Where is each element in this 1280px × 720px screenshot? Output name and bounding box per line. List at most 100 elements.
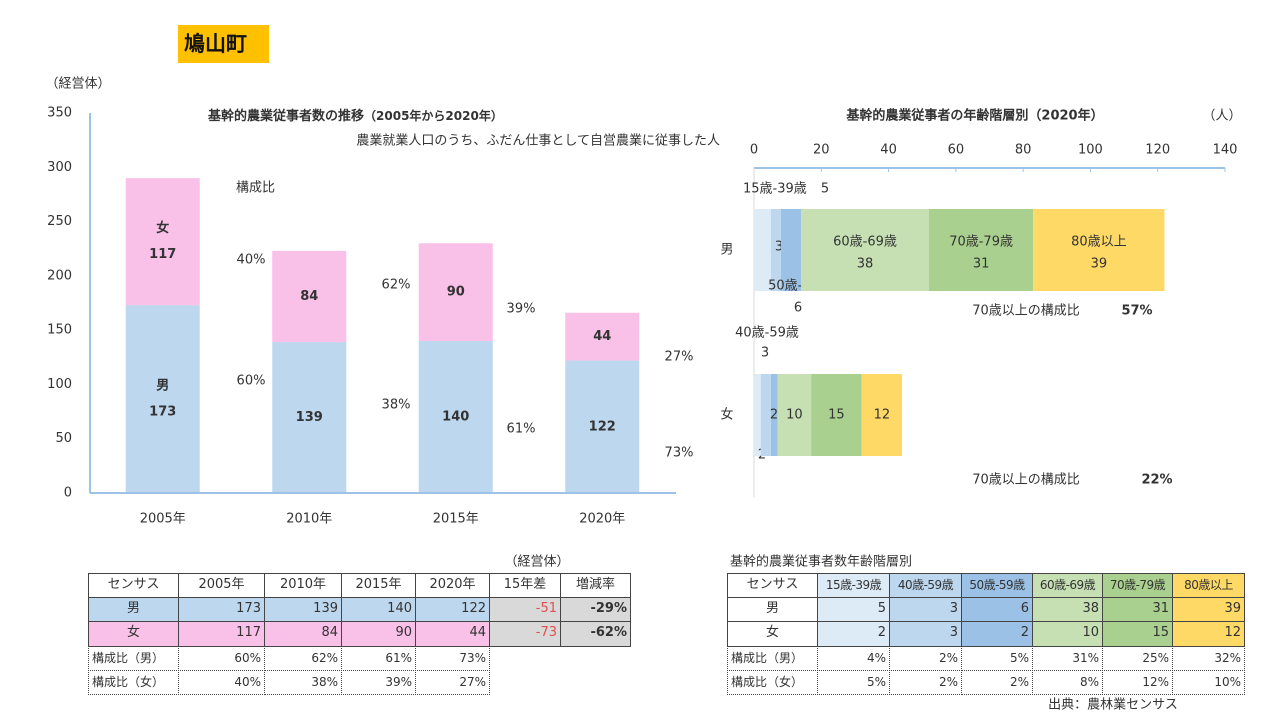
y-tick-label: 女: [720, 407, 733, 423]
value-label: 139: [296, 410, 323, 425]
table-cell: 増減率: [560, 573, 631, 598]
table-cell: -62%: [560, 621, 631, 647]
segment-name: 15歳-39歳: [743, 182, 807, 197]
table-cell: 構成比（女）: [88, 670, 179, 695]
table-cell: 39%: [341, 670, 416, 695]
table-unit: （経営体）: [504, 555, 569, 570]
y-tick-label: 350: [47, 106, 72, 121]
table-cell: -73: [489, 621, 561, 647]
bar-segment: [770, 209, 781, 291]
table-cell: 40歳-59歳: [889, 573, 962, 598]
table-cell: 31%: [1032, 646, 1103, 671]
segment-name: 40歳-59歳: [735, 326, 799, 341]
y-tick-label: 0: [64, 486, 72, 501]
share-label: 38%: [382, 398, 411, 413]
source: 出典：農林業センサス: [1048, 697, 1178, 713]
value-label: 122: [589, 419, 616, 434]
table-cell: 3: [889, 597, 962, 622]
table-cell: 12: [1172, 621, 1245, 647]
y-tick-label: 100: [47, 377, 72, 392]
bar-segment: [272, 342, 347, 493]
x-axis-label: （人）: [1202, 109, 1241, 124]
bar-segment: [777, 374, 812, 456]
bar-segment: [272, 250, 347, 343]
y-tick-label: 男: [720, 243, 733, 258]
share-label: 39%: [507, 302, 536, 317]
value-label: 2: [770, 408, 778, 423]
table-cell: 60%: [178, 646, 265, 671]
table-cell: 2015年: [341, 573, 416, 598]
share-title: 構成比: [236, 181, 275, 196]
y-axis-label: （経営体）: [45, 77, 110, 92]
bar-segment: [928, 209, 1034, 291]
share-label: 62%: [382, 278, 411, 293]
legend-label: 男: [156, 379, 169, 394]
table-cell: 61%: [341, 646, 416, 671]
chart-title: 基幹的農業従事者の年齢階層別（2020年）: [845, 108, 1103, 124]
table-cell: 139: [264, 597, 342, 622]
table-cell: 44: [415, 621, 490, 647]
x-tick-label: 80: [1015, 143, 1032, 158]
value-label: 84: [300, 289, 318, 304]
value-label: 173: [149, 405, 176, 420]
table-cell: センサス: [727, 573, 818, 598]
x-tick-label: 40: [880, 143, 897, 158]
chart-title: 基幹的農業従事者数の推移（2005年から2020年）: [207, 108, 503, 124]
annotation: 70歳以上の構成比: [972, 473, 1080, 488]
table-cell: 構成比（男）: [88, 646, 179, 671]
table-cell: 70歳-79歳: [1102, 573, 1173, 598]
chart-title-note: （2005年から2020年）: [364, 108, 503, 123]
y-tick-label: 150: [47, 323, 72, 338]
bar-segment: [754, 374, 761, 456]
bar-segment: [418, 243, 493, 341]
value-label: 6: [794, 301, 802, 316]
annotation-value: 22%: [1141, 473, 1172, 488]
share-label: 40%: [237, 253, 266, 268]
table-cell: 2: [961, 621, 1033, 647]
value-label: 39: [1091, 257, 1108, 272]
segment-name: 80歳以上: [1071, 235, 1127, 250]
value-label: 38: [857, 257, 874, 272]
table-cell: 女: [88, 621, 179, 647]
table-cell: 2020年: [415, 573, 490, 598]
value-label: 15: [828, 408, 845, 423]
table-cell: 27%: [415, 670, 490, 695]
bar-segment: [1033, 209, 1165, 291]
bar-segment: [418, 341, 493, 493]
value-label: 90: [447, 285, 465, 300]
x-tick-label: 2015年: [433, 512, 479, 527]
y-tick-label: 300: [47, 160, 72, 175]
table-cell: 140: [341, 597, 416, 622]
value-label: 117: [149, 247, 176, 262]
value-label: 44: [593, 329, 611, 344]
table-cell: 6: [961, 597, 1033, 622]
bar-segment: [770, 374, 778, 456]
x-tick-label: 140: [1213, 143, 1238, 158]
table-cell: 60歳-69歳: [1032, 573, 1103, 598]
table-cell: 80歳以上: [1172, 573, 1245, 598]
table-cell: -29%: [560, 597, 631, 622]
table-cell: 男: [727, 597, 818, 622]
table-cell: 3: [889, 621, 962, 647]
segment-name: 70歳-79歳: [949, 235, 1013, 250]
table-cell: 8%: [1032, 670, 1103, 695]
table-title: 基幹的農業従事者数年齢階層別: [730, 554, 912, 570]
x-tick-label: 20: [813, 143, 830, 158]
table-cell: 2005年: [178, 573, 265, 598]
x-tick-label: 120: [1145, 143, 1170, 158]
table-cell: 女: [727, 621, 818, 647]
table-cell: 38%: [264, 670, 342, 695]
bar-segment: [754, 209, 771, 291]
bar-segment: [565, 360, 640, 493]
table-cell: 25%: [1102, 646, 1173, 671]
value-label: 140: [442, 410, 469, 425]
table-cell: 73%: [415, 646, 490, 671]
table-cell: -51: [489, 597, 561, 622]
chart-subtitle: 農業就業人口のうち、ふだん仕事として自営農業に従事した人: [356, 133, 720, 149]
x-tick-label: 2005年: [140, 512, 186, 527]
table-cell: 5%: [817, 670, 890, 695]
table-cell: 5: [817, 597, 890, 622]
table-cell: 38: [1032, 597, 1103, 622]
value-label: 3: [761, 346, 769, 361]
